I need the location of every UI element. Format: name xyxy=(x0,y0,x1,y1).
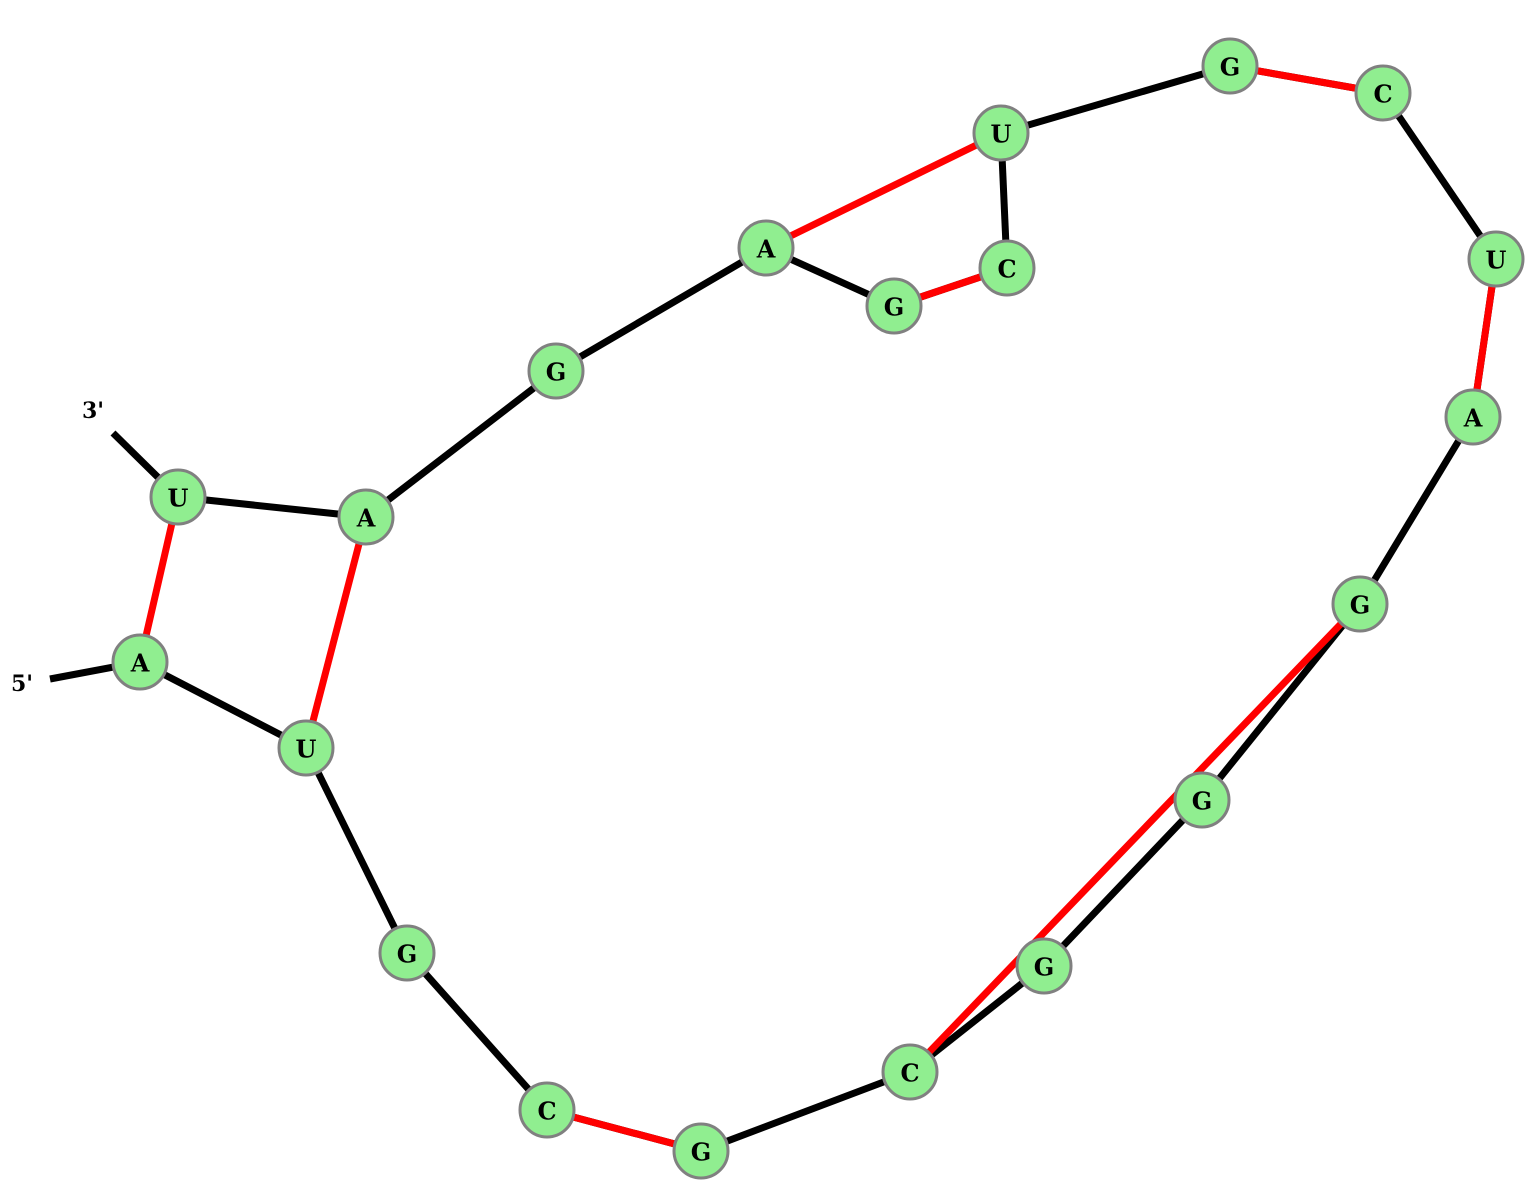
nucleotide-node: C xyxy=(1354,64,1412,122)
five-prime-label: 5' xyxy=(11,671,33,697)
nucleotide-label: C xyxy=(997,255,1016,284)
backbone-link xyxy=(1357,415,1476,606)
nucleotide-circle xyxy=(149,468,207,526)
nucleotide-circle xyxy=(1015,937,1073,995)
nucleotide-circle xyxy=(1444,388,1502,446)
nucleotide-node: A xyxy=(337,488,395,546)
nodes-layer: A U G C G C G G G A U C G U C G A G A U xyxy=(111,37,1525,1180)
nucleotide-circle xyxy=(111,633,169,691)
nucleotide-label: G xyxy=(1034,953,1055,982)
nucleotide-circle xyxy=(1354,64,1412,122)
nucleotide-circle xyxy=(1331,575,1389,633)
backbone-link xyxy=(363,368,559,520)
nucleotide-label: C xyxy=(900,1059,919,1088)
backbone-link xyxy=(1199,601,1363,803)
nucleotide-label: C xyxy=(1373,80,1392,109)
nucleotide-node: C xyxy=(978,239,1036,297)
nucleotide-node: A xyxy=(111,633,169,691)
nucleotide-label: A xyxy=(1463,404,1483,433)
nucleotide-circle xyxy=(337,488,395,546)
three-prime-label: 3' xyxy=(82,398,104,424)
nucleotide-label: U xyxy=(991,120,1012,149)
nucleotide-label: A xyxy=(130,649,150,678)
nucleotide-node: G xyxy=(865,277,923,335)
nucleotide-node: A xyxy=(737,219,795,277)
backbone-link xyxy=(1380,91,1499,261)
nucleotide-node: G xyxy=(672,1122,730,1180)
nucleotide-node: U xyxy=(972,104,1030,162)
nucleotide-node: G xyxy=(378,924,436,982)
backbone-link xyxy=(1000,62,1231,137)
backbone-link xyxy=(554,244,768,375)
nucleotide-label: G xyxy=(1350,591,1371,620)
backbone-link xyxy=(1041,797,1205,969)
nucleotide-node: U xyxy=(1467,230,1525,288)
nucleotide-circle xyxy=(1467,230,1525,288)
backbone-link xyxy=(302,746,411,955)
nucleotide-circle xyxy=(518,1081,576,1139)
nucleotide-circle xyxy=(737,219,795,277)
nucleotide-node: C xyxy=(518,1081,576,1139)
backbone-link xyxy=(699,1068,912,1155)
nucleotide-circle xyxy=(1173,771,1231,829)
strand-ends-layer: 5' 3' xyxy=(11,398,104,697)
nucleotide-node: G xyxy=(1331,575,1389,633)
nucleotide-label: U xyxy=(168,484,189,513)
nucleotide-circle xyxy=(277,719,335,777)
nucleotide-circle xyxy=(881,1043,939,1101)
nucleotide-circle xyxy=(378,924,436,982)
nucleotide-label: G xyxy=(397,940,418,969)
backbone-link xyxy=(177,493,367,521)
nucleotide-label: G xyxy=(691,1138,712,1167)
nucleotide-label: A xyxy=(756,235,776,264)
nucleotide-label: A xyxy=(356,504,376,533)
nucleotide-label: G xyxy=(884,293,905,322)
nucleotide-label: G xyxy=(546,358,567,387)
nucleotide-label: G xyxy=(1220,53,1241,82)
nucleotide-label: G xyxy=(1192,787,1213,816)
nucleotide-circle xyxy=(672,1122,730,1180)
base-pair-link xyxy=(907,601,1363,1075)
nucleotide-node: U xyxy=(277,719,335,777)
nucleotide-node: A xyxy=(1444,388,1502,446)
nucleotide-node: G xyxy=(527,342,585,400)
nucleotide-circle xyxy=(1201,37,1259,95)
nucleotide-node: G xyxy=(1015,937,1073,995)
nucleotide-label: C xyxy=(537,1097,556,1126)
nucleotide-circle xyxy=(972,104,1030,162)
nucleotide-node: U xyxy=(149,468,207,526)
nucleotide-label: U xyxy=(296,735,317,764)
nucleotide-circle xyxy=(527,342,585,400)
backbone-link xyxy=(138,658,308,752)
nucleotide-circle xyxy=(865,277,923,335)
nucleotide-node: G xyxy=(1173,771,1231,829)
nucleotide-node: G xyxy=(1201,37,1259,95)
backbone-link xyxy=(404,950,550,1113)
nucleotide-circle xyxy=(978,239,1036,297)
nucleotide-label: U xyxy=(1486,246,1507,275)
base-pair-link xyxy=(764,129,1003,252)
base-pair-link xyxy=(302,516,370,749)
nucleotide-node: C xyxy=(881,1043,939,1101)
